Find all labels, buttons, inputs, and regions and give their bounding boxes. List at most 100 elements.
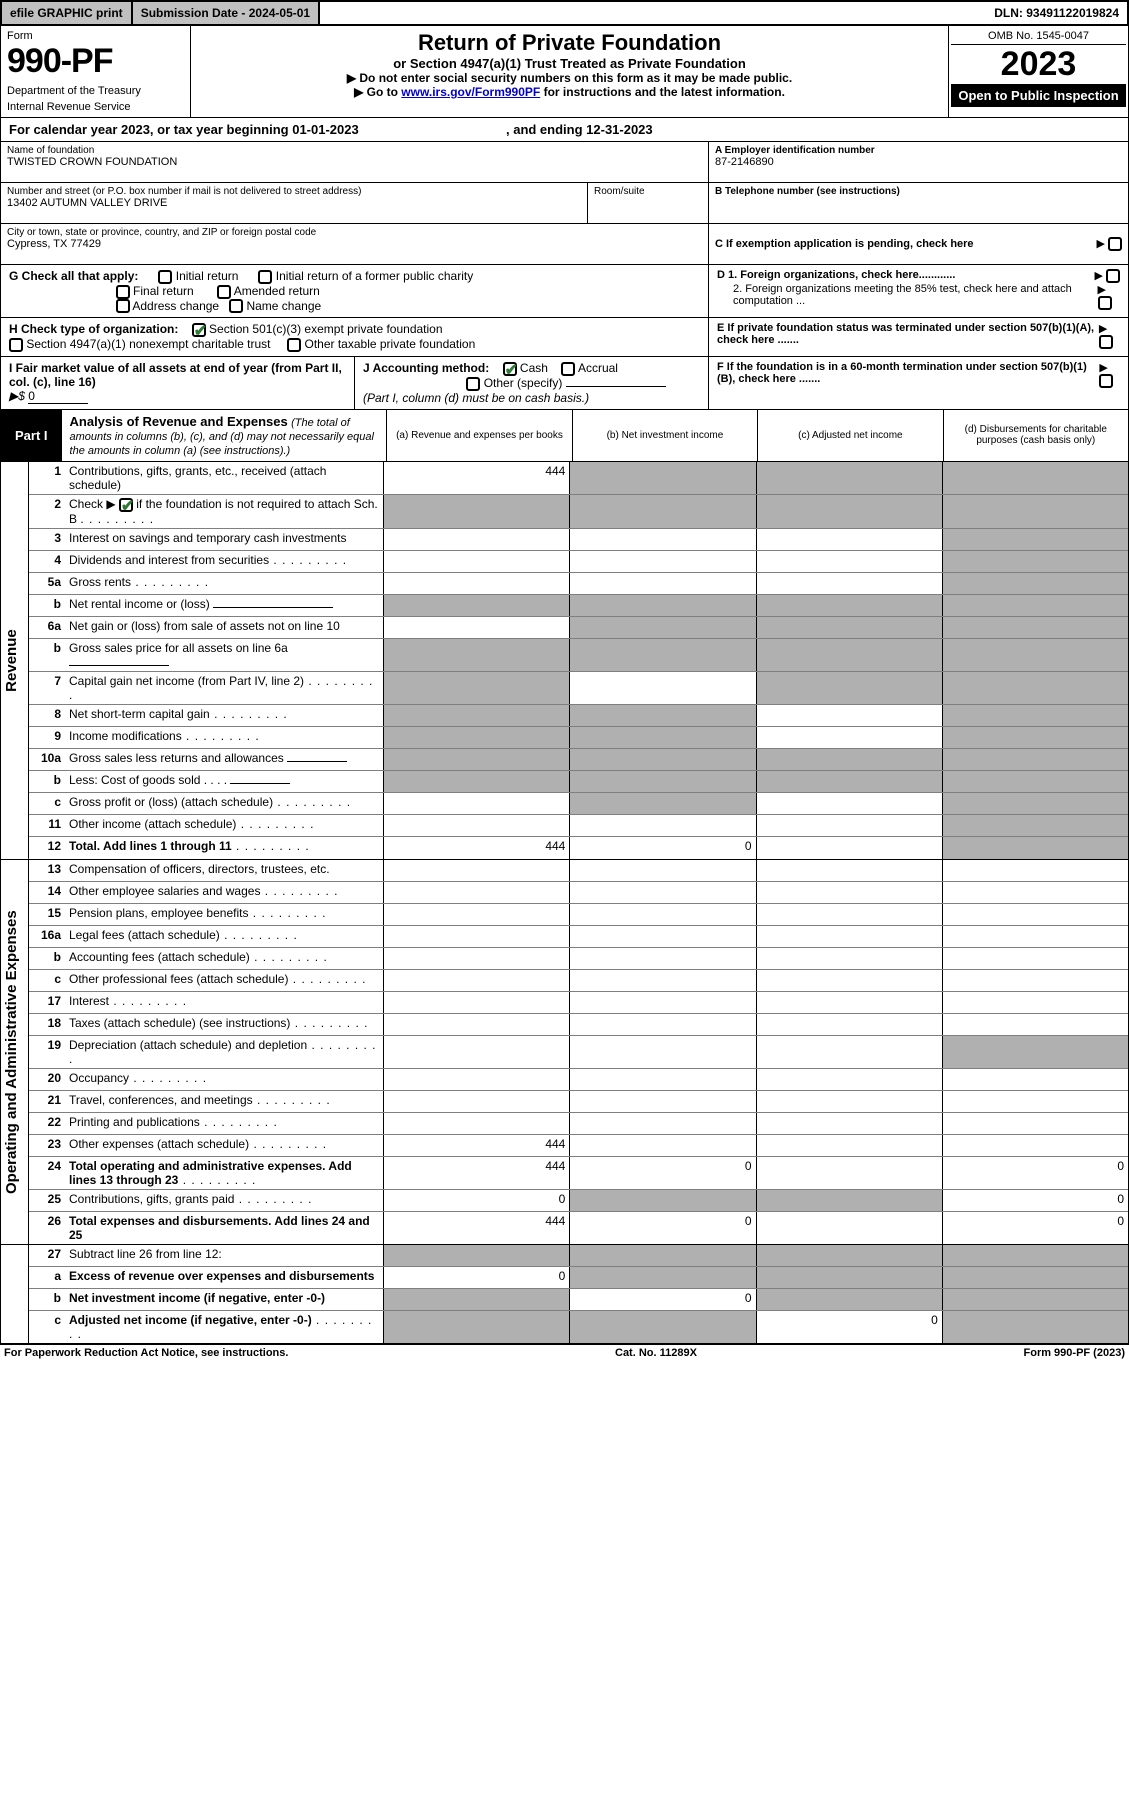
box-c-checkbox[interactable] <box>1108 237 1122 251</box>
row-10a-desc: Gross sales less returns and allowances <box>69 751 284 765</box>
form-header-right: OMB No. 1545-0047 2023 Open to Public In… <box>948 26 1128 117</box>
section-g: G Check all that apply: Initial return I… <box>1 265 708 317</box>
j-other-checkbox[interactable] <box>466 377 480 391</box>
row-10b-a <box>383 771 569 792</box>
row-24-b: 0 <box>569 1157 755 1189</box>
row-7-d <box>942 672 1128 704</box>
g-label: G Check all that apply: <box>9 269 138 283</box>
h-opt-4947: Section 4947(a)(1) nonexempt charitable … <box>26 337 270 351</box>
d1-checkbox[interactable] <box>1106 269 1120 283</box>
g-name-change-checkbox[interactable] <box>229 299 243 313</box>
section-e: E If private foundation status was termi… <box>708 318 1128 356</box>
row-11-d <box>942 815 1128 836</box>
row-23-num: 23 <box>29 1135 65 1156</box>
f-checkbox[interactable] <box>1099 374 1113 388</box>
part1-title: Analysis of Revenue and Expenses <box>70 414 288 429</box>
h-other-taxable-checkbox[interactable] <box>287 338 301 352</box>
row-16a-b <box>569 926 755 947</box>
box-c-arrow: ▶ <box>1096 237 1122 251</box>
g-amended-return-checkbox[interactable] <box>217 285 231 299</box>
revenue-block: Revenue 1 Contributions, gifts, grants, … <box>0 462 1129 860</box>
row-17-a <box>383 992 569 1013</box>
efile-print-label[interactable]: efile GRAPHIC print <box>2 2 133 24</box>
row-26-b: 0 <box>569 1212 755 1244</box>
row-11-desc: Other income (attach schedule) <box>69 817 236 831</box>
ein-label: A Employer identification number <box>715 145 875 156</box>
row-11-b <box>569 815 755 836</box>
row-2-b <box>569 495 755 528</box>
form-title: Return of Private Foundation <box>197 30 942 56</box>
row-9: 9Income modifications <box>29 727 1128 749</box>
row-5a-num: 5a <box>29 573 65 594</box>
row-17-num: 17 <box>29 992 65 1013</box>
row-20: 20Occupancy <box>29 1069 1128 1091</box>
col-d-header: (d) Disbursements for charitable purpose… <box>943 410 1128 461</box>
footer-formref: Form 990-PF (2023) <box>1024 1347 1125 1359</box>
row-24: 24Total operating and administrative exp… <box>29 1157 1128 1190</box>
row-18-d <box>942 1014 1128 1035</box>
form-subtitle: or Section 4947(a)(1) Trust Treated as P… <box>197 56 942 71</box>
row-10c-a <box>383 793 569 814</box>
row-27: 27Subtract line 26 from line 12: <box>29 1245 1128 1267</box>
row-16a-d <box>942 926 1128 947</box>
row-14-a <box>383 882 569 903</box>
ein-value: 87-2146890 <box>715 156 1122 168</box>
h-501c3-checkbox[interactable] <box>192 323 206 337</box>
g-initial-return-checkbox[interactable] <box>158 270 172 284</box>
row-6a-d <box>942 617 1128 638</box>
top-toolbar: efile GRAPHIC print Submission Date - 20… <box>0 0 1129 26</box>
row-10b: bLess: Cost of goods sold . . . . <box>29 771 1128 793</box>
row-22-b <box>569 1113 755 1134</box>
row-14-desc: Other employee salaries and wages <box>69 884 260 898</box>
row-12: 12Total. Add lines 1 through 114440 <box>29 837 1128 859</box>
row-25-b <box>569 1190 755 1211</box>
row-2-checkbox[interactable] <box>119 498 133 512</box>
row-20-d <box>942 1069 1128 1090</box>
row-3-a <box>383 529 569 550</box>
d2-checkbox[interactable] <box>1098 296 1112 310</box>
row-6a-num: 6a <box>29 617 65 638</box>
row-14-num: 14 <box>29 882 65 903</box>
row-20-b <box>569 1069 755 1090</box>
j-accrual-checkbox[interactable] <box>561 362 575 376</box>
irs-link[interactable]: www.irs.gov/Form990PF <box>401 85 540 99</box>
row-8-b <box>569 705 755 726</box>
row-1-desc: Contributions, gifts, grants, etc., rece… <box>65 462 383 494</box>
h-4947-checkbox[interactable] <box>9 338 23 352</box>
row-10a-num: 10a <box>29 749 65 770</box>
e-checkbox[interactable] <box>1099 335 1113 349</box>
row-10c-d <box>942 793 1128 814</box>
row-21: 21Travel, conferences, and meetings <box>29 1091 1128 1113</box>
row-21-b <box>569 1091 755 1112</box>
h-opt-other: Other taxable private foundation <box>305 337 476 351</box>
row-1-a: 444 <box>383 462 569 494</box>
row-8-d <box>942 705 1128 726</box>
row-23-b <box>569 1135 755 1156</box>
row-27-c <box>756 1245 942 1266</box>
section-g-d: G Check all that apply: Initial return I… <box>0 265 1129 318</box>
g-final-return-checkbox[interactable] <box>116 285 130 299</box>
row-6b-desc: Gross sales price for all assets on line… <box>69 641 288 655</box>
row-2-d <box>942 495 1128 528</box>
row-27a: aExcess of revenue over expenses and dis… <box>29 1267 1128 1289</box>
row-12-c <box>756 837 942 859</box>
g-initial-former-checkbox[interactable] <box>258 270 272 284</box>
col-b-header: (b) Net investment income <box>572 410 757 461</box>
row-17-c <box>756 992 942 1013</box>
row-27-b <box>569 1245 755 1266</box>
subtract-spacer <box>1 1245 29 1343</box>
row-4-a <box>383 551 569 572</box>
row-10b-desc: Less: Cost of goods sold <box>69 773 200 787</box>
row-22: 22Printing and publications <box>29 1113 1128 1135</box>
g-address-change-checkbox[interactable] <box>116 299 130 313</box>
phone-label: B Telephone number (see instructions) <box>715 186 900 197</box>
row-25: 25Contributions, gifts, grants paid00 <box>29 1190 1128 1212</box>
footer-left: For Paperwork Reduction Act Notice, see … <box>4 1347 288 1359</box>
row-15-b <box>569 904 755 925</box>
row-27c-b <box>569 1311 755 1343</box>
j-cash-checkbox[interactable] <box>503 362 517 376</box>
row-16c: cOther professional fees (attach schedul… <box>29 970 1128 992</box>
row-5a: 5aGross rents <box>29 573 1128 595</box>
row-5a-b <box>569 573 755 594</box>
tax-year: 2023 <box>951 45 1126 84</box>
